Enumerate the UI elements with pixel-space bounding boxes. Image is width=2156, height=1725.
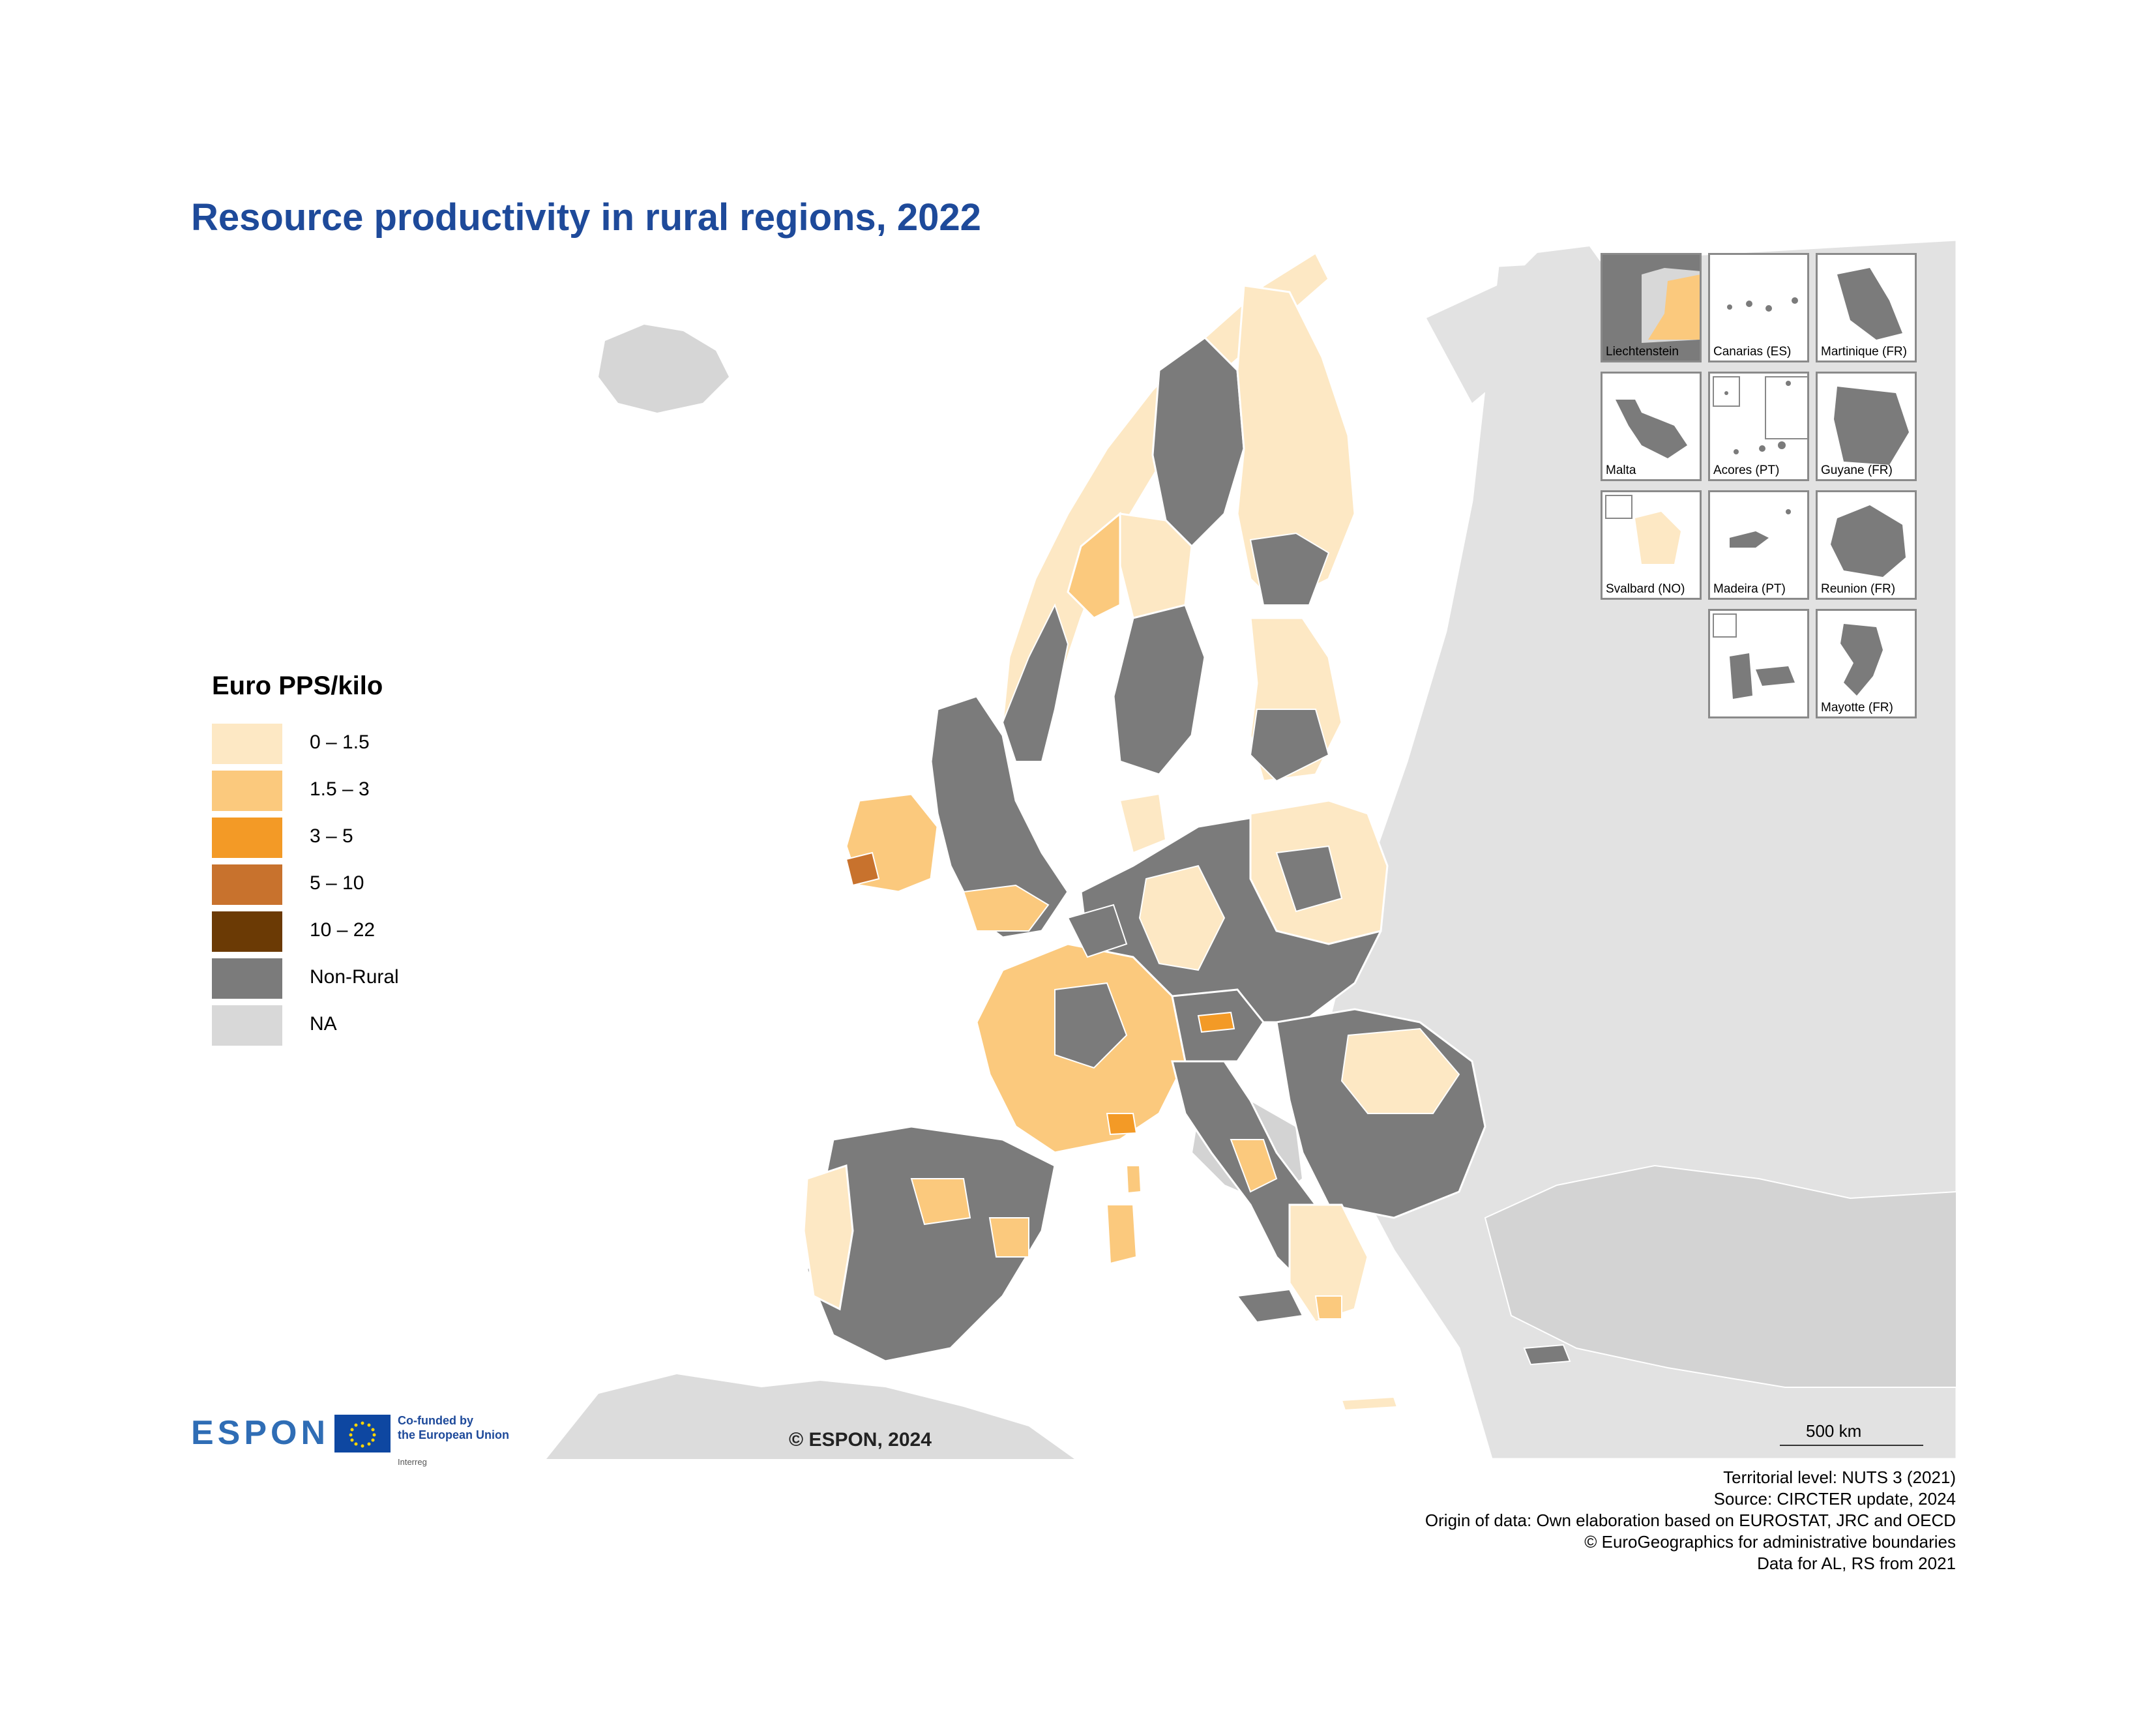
inset-shape [1713, 613, 1795, 699]
inset-malta: Malta [1601, 372, 1702, 481]
inset-acores: Acores (PT) [1708, 372, 1809, 481]
inset-shape [1713, 376, 1807, 454]
inset-label: Malta [1606, 464, 1636, 477]
inset-madeira: Madeira (PT) [1708, 490, 1809, 600]
legend-label: NA [310, 1013, 337, 1035]
inset-svalbard: Svalbard (NO) [1601, 490, 1702, 600]
inset-label: Acores (PT) [1713, 464, 1780, 477]
spain-orange-2 [988, 1217, 1029, 1258]
inset-martinique: Martinique (FR) [1816, 253, 1917, 362]
turkey-shape [1484, 1164, 1957, 1388]
italy-orange [1230, 1139, 1278, 1193]
inset-shape [1727, 297, 1798, 312]
uk-shape [930, 695, 1069, 939]
inset-shape [1840, 624, 1883, 696]
inset-label: Madeira (PT) [1713, 582, 1786, 596]
eu-cofunded-text: Co-funded by the European Union [398, 1413, 509, 1442]
baltic-grey [1249, 709, 1330, 782]
inset-label: Mayotte (FR) [1821, 701, 1893, 715]
crete [1340, 1396, 1398, 1411]
france-orange [1106, 1113, 1138, 1136]
legend-swatch [212, 1005, 282, 1046]
eu-flag-icon [334, 1415, 391, 1452]
inset-label: Canarias (ES) [1713, 345, 1792, 359]
legend-label: 10 – 22 [310, 919, 376, 941]
greece-orange [1314, 1295, 1342, 1320]
france-grey [1054, 982, 1128, 1069]
inset-shape [1834, 387, 1909, 465]
sweden-west [1067, 511, 1121, 619]
legend-swatch [212, 958, 282, 999]
source-line: Origin of data: Own elaboration based on… [1425, 1511, 1956, 1530]
inset-shape [1837, 268, 1902, 340]
poland-grey [1275, 845, 1343, 913]
sweden-south [1112, 604, 1206, 776]
scale-label: 500 km [1806, 1421, 1862, 1441]
copyright-text: © ESPON, 2024 [789, 1429, 932, 1451]
sicily [1236, 1288, 1304, 1323]
inset-shape [1730, 509, 1791, 548]
inset-label: Guyane (FR) [1821, 464, 1893, 477]
legend-label: 1.5 – 3 [310, 778, 370, 800]
legend-swatch [212, 864, 282, 905]
corsica [1125, 1165, 1142, 1194]
legend-swatch [212, 818, 282, 858]
eu-stars [349, 1421, 376, 1448]
germany-mix [1138, 864, 1226, 971]
legend-title: Euro PPS/kilo [212, 671, 383, 700]
legend-swatch [212, 724, 282, 764]
inset-guyane: Guyane (FR) [1816, 372, 1917, 481]
espon-logo: ESPON [191, 1414, 330, 1452]
greece-shape [1288, 1203, 1369, 1323]
finland-south [1249, 532, 1330, 606]
inset-mayotte: Mayotte (FR) [1816, 609, 1917, 718]
inset-shape [1605, 495, 1681, 564]
inset-shape [1831, 505, 1906, 577]
sardinia [1106, 1204, 1138, 1265]
eu-line2: the European Union [398, 1428, 509, 1441]
source-line: Territorial level: NUTS 3 (2021) [1723, 1467, 1956, 1487]
legend-label: 5 – 10 [310, 872, 364, 894]
north-africa-shape [546, 1374, 1074, 1459]
interreg-text: Interreg [398, 1457, 427, 1467]
inset-label: Reunion (FR) [1821, 582, 1896, 596]
scale-bar: 500 km [1780, 1421, 1923, 1447]
inset-label: Martinique (FR) [1821, 345, 1907, 359]
iceland-shape [598, 325, 729, 413]
ireland-high [845, 851, 880, 887]
cyprus [1523, 1344, 1571, 1366]
legend-swatch [212, 911, 282, 952]
scale-line [1780, 1445, 1923, 1446]
inset-panel: Liechtenstein Canarias (ES) Martinique (… [1601, 253, 1927, 722]
portugal [803, 1164, 854, 1311]
legend-label: 0 – 1.5 [310, 731, 370, 753]
inset-label: Svalbard (NO) [1606, 582, 1685, 596]
legend-swatch [212, 771, 282, 811]
denmark [1119, 793, 1167, 854]
inset-label: Liechtenstein [1606, 345, 1679, 359]
legend-label: 3 – 5 [310, 825, 353, 847]
spain-orange-1 [910, 1178, 971, 1226]
romania-mix [1340, 1027, 1460, 1114]
benelux [1067, 904, 1128, 958]
alps-orange [1197, 1011, 1235, 1033]
source-line: © EuroGeographics for administrative bou… [1584, 1532, 1956, 1552]
inset-liechtenstein: Liechtenstein [1601, 253, 1702, 362]
source-line: Source: CIRCTER update, 2024 [1713, 1489, 1956, 1509]
uk-orange-south [962, 884, 1050, 932]
legend-label: Non-Rural [310, 966, 399, 988]
non-eu-land-north [1426, 246, 1622, 403]
inset-shape [1642, 268, 1700, 343]
inset-guadeloupe [1708, 609, 1809, 718]
source-line: Data for AL, RS from 2021 [1757, 1554, 1956, 1573]
inset-canarias: Canarias (ES) [1708, 253, 1809, 362]
norway-inner [1001, 603, 1069, 762]
source-notes: Territorial level: NUTS 3 (2021) Source:… [1239, 1467, 1956, 1574]
inset-shape [1616, 400, 1687, 458]
sweden-north [1151, 336, 1245, 548]
eu-line1: Co-funded by [398, 1414, 473, 1427]
inset-reunion: Reunion (FR) [1816, 490, 1917, 600]
map-title: Resource productivity in rural regions, … [191, 196, 981, 239]
